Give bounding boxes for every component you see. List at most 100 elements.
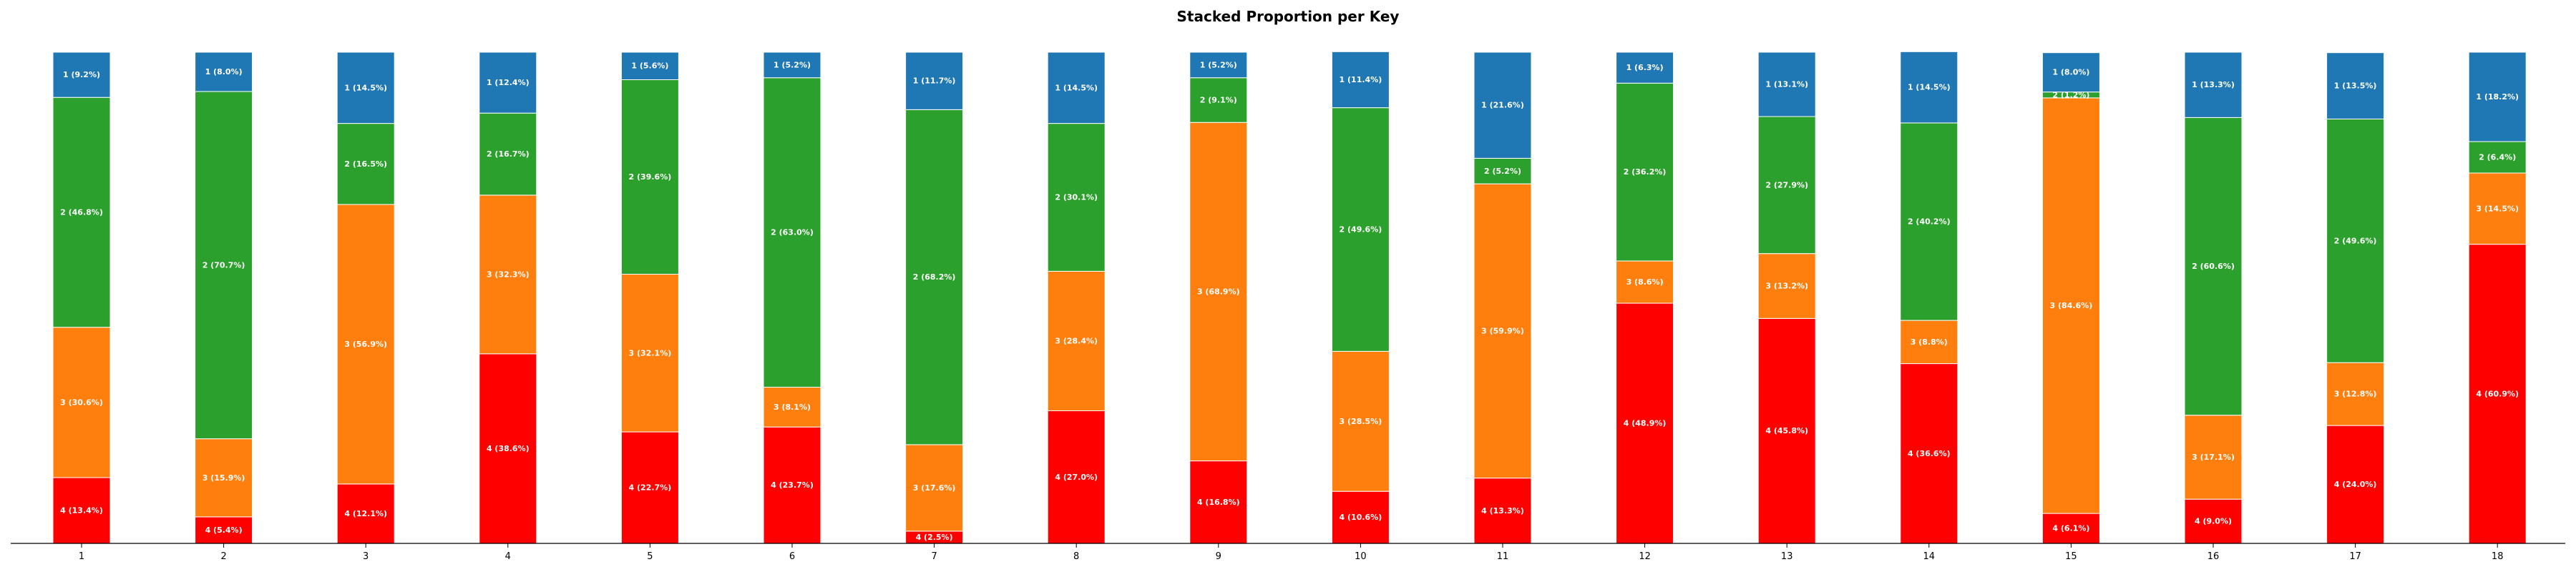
- bar-segment-key3-cat9: [1189, 122, 1248, 462]
- bar-segment-key3-cat7: [905, 444, 964, 532]
- bar-segment-key2-cat13: [1757, 116, 1816, 255]
- bar-segment-key3-cat1: [52, 327, 111, 478]
- bar-segment-key4-cat9: [1189, 460, 1248, 544]
- bar-segment-key4-cat5: [620, 431, 679, 544]
- segment-label-key1-cat3: 1 (14.5%): [344, 83, 387, 92]
- x-tick-label-7: 7: [931, 551, 937, 562]
- segment-label-key4-cat7: 4 (2.5%): [916, 533, 953, 542]
- x-ticks-layer: 1 2 3 4 5 6 7 8 9 10 11 12 13 14 15 16 17 18: [79, 543, 2503, 562]
- x-tick-label-6: 6: [789, 551, 795, 562]
- bar-segment-key2-cat7: [905, 109, 964, 445]
- bar-segment-key1-cat3: [336, 51, 395, 124]
- bar-segment-key2-cat11: [1473, 157, 1532, 184]
- segment-label-key1-cat1: 1 (9.2%): [63, 70, 100, 79]
- bar-segment-key3-cat17: [2326, 362, 2385, 426]
- segment-label-key3-cat13: 3 (13.2%): [1765, 282, 1808, 291]
- segment-label-key1-cat13: 1 (13.1%): [1765, 79, 1808, 89]
- bar-segment-key2-cat6: [763, 77, 821, 388]
- segment-label-key4-cat6: 4 (23.7%): [771, 480, 814, 490]
- bar-segment-key4-cat13: [1757, 317, 1816, 544]
- segment-label-key4-cat18: 4 (60.9%): [2476, 389, 2519, 398]
- bar-segment-key2-cat9: [1189, 77, 1248, 123]
- segment-label-key1-cat9: 1 (5.2%): [1200, 60, 1237, 69]
- segment-label-key4-cat17: 4 (24.0%): [2334, 480, 2377, 489]
- bar-segment-key2-cat10: [1331, 107, 1390, 352]
- x-tick-label-15: 15: [2065, 551, 2077, 562]
- bar-segment-key1-cat6: [763, 51, 821, 79]
- bar-segment-key3-cat15: [2041, 97, 2100, 514]
- bar-segment-key3-cat10: [1331, 350, 1390, 492]
- segment-label-key3-cat9: 3 (68.9%): [1197, 287, 1240, 296]
- bar-segment-key4-cat14: [1900, 363, 1958, 544]
- segment-label-key4-cat13: 4 (45.8%): [1765, 426, 1808, 435]
- segment-label-key2-cat12: 2 (36.2%): [1624, 167, 1667, 177]
- segment-label-key2-cat3: 2 (16.5%): [344, 159, 387, 169]
- bar-segment-key3-cat8: [1047, 270, 1106, 412]
- x-tick-label-17: 17: [2349, 551, 2361, 562]
- segment-label-key2-cat2: 2 (70.7%): [203, 260, 245, 270]
- segment-label-key1-cat10: 1 (11.4%): [1340, 75, 1382, 84]
- segment-label-key4-cat14: 4 (36.6%): [1908, 449, 1951, 458]
- segment-label-key4-cat12: 4 (48.9%): [1624, 419, 1667, 428]
- x-tick-label-10: 10: [1355, 551, 1367, 562]
- chart-title: Stacked Proportion per Key: [1177, 8, 1400, 25]
- bar-segment-key1-cat16: [2184, 51, 2243, 118]
- bar-segment-key1-cat11: [1473, 51, 1532, 159]
- x-tick-label-4: 4: [505, 551, 511, 562]
- segment-label-key1-cat8: 1 (14.5%): [1055, 83, 1098, 92]
- bar-segment-key1-cat4: [479, 51, 537, 114]
- bar-segment-key1-cat13: [1757, 51, 1816, 117]
- bar-segment-key2-cat18: [2468, 141, 2527, 174]
- segment-label-key1-cat17: 1 (13.5%): [2334, 82, 2377, 91]
- bar-segment-key1-cat10: [1331, 51, 1390, 109]
- bar-segment-key1-cat12: [1616, 51, 1674, 84]
- bar-segment-key3-cat16: [2184, 415, 2243, 500]
- segment-label-key4-cat5: 4 (22.7%): [629, 483, 672, 493]
- bar-segment-key3-cat18: [2468, 172, 2527, 245]
- bar-segment-key3-cat14: [1900, 320, 1958, 365]
- x-tick-label-3: 3: [363, 551, 369, 562]
- segment-label-key4-cat1: 4 (13.4%): [60, 506, 103, 515]
- bar-segment-key4-cat8: [1047, 410, 1106, 544]
- segment-label-key4-cat4: 4 (38.6%): [487, 444, 530, 453]
- bar-segment-key1-cat15: [2041, 52, 2100, 93]
- bar-segment-key1-cat17: [2326, 52, 2385, 119]
- x-tick-label-11: 11: [1497, 551, 1509, 562]
- segment-label-key1-cat2: 1 (8.0%): [205, 67, 243, 77]
- x-tick-label-9: 9: [1216, 551, 1221, 562]
- bar-segment-key1-cat1: [52, 51, 111, 98]
- bar-segment-key1-cat7: [905, 51, 964, 110]
- segment-label-key1-cat16: 1 (13.3%): [2192, 80, 2235, 89]
- segment-label-key4-cat15: 4 (6.1%): [2052, 524, 2089, 533]
- segment-label-key1-cat18: 1 (18.2%): [2476, 92, 2519, 102]
- segment-label-key3-cat1: 3 (30.6%): [60, 398, 103, 407]
- segment-label-key3-cat8: 3 (28.4%): [1055, 336, 1098, 345]
- segment-label-key3-cat7: 3 (17.6%): [913, 483, 956, 493]
- segment-label-key2-cat7: 2 (68.2%): [913, 272, 956, 282]
- segment-label-key2-cat11: 2 (5.2%): [1484, 167, 1521, 176]
- segment-label-key3-cat14: 3 (8.8%): [1911, 337, 1948, 347]
- segment-label-key2-cat10: 2 (49.6%): [1340, 225, 1382, 235]
- segment-label-key4-cat11: 4 (13.3%): [1481, 506, 1524, 516]
- bars-layer: [52, 51, 2527, 544]
- segment-label-key4-cat8: 4 (27.0%): [1055, 473, 1098, 482]
- segment-label-key3-cat2: 3 (15.9%): [203, 473, 245, 483]
- segment-label-key4-cat10: 4 (10.6%): [1340, 513, 1382, 522]
- bar-segment-key4-cat4: [479, 353, 537, 544]
- bar-segment-key3-cat5: [620, 274, 679, 433]
- bar-segment-key3-cat3: [336, 204, 395, 485]
- bar-segment-key2-cat16: [2184, 117, 2243, 416]
- bar-segment-key3-cat2: [195, 438, 253, 518]
- bar-segment-key1-cat14: [1900, 51, 1958, 124]
- segment-label-key3-cat3: 3 (56.9%): [344, 340, 387, 349]
- segment-label-key1-cat15: 1 (8.0%): [2052, 68, 2089, 77]
- bar-segment-key2-cat14: [1900, 122, 1958, 321]
- segment-label-key2-cat15: 2 (1.2%): [2052, 90, 2089, 99]
- segment-label-key1-cat14: 1 (14.5%): [1908, 83, 1951, 92]
- segment-label-key1-cat6: 1 (5.2%): [774, 60, 811, 69]
- bar-segment-key4-cat1: [52, 477, 111, 544]
- x-tick-label-14: 14: [1923, 551, 1936, 562]
- bar-segment-key3-cat11: [1473, 183, 1532, 479]
- segment-label-key3-cat17: 3 (12.8%): [2334, 390, 2377, 399]
